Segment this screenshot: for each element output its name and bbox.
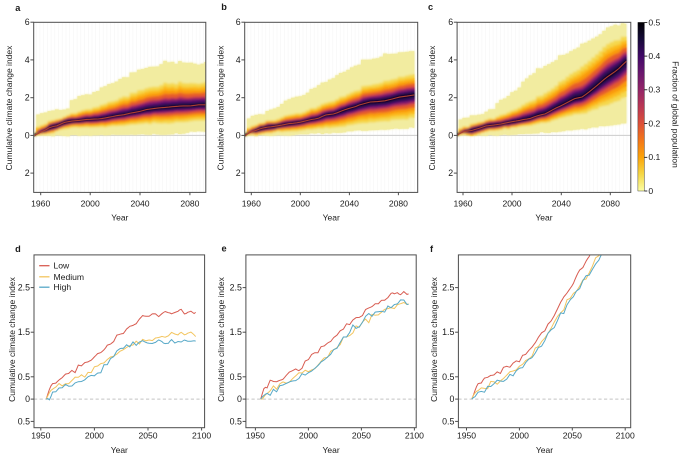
svg-text:2050: 2050 [563, 430, 582, 440]
svg-text:0.5: 0.5 [442, 372, 454, 382]
svg-text:0.5: 0.5 [230, 416, 242, 426]
svg-text:6: 6 [236, 17, 241, 27]
svg-text:1960: 1960 [453, 198, 472, 208]
svg-text:Cumulative climate change inde: Cumulative climate change index [4, 45, 14, 170]
svg-text:0: 0 [236, 130, 241, 140]
svg-text:2080: 2080 [180, 198, 199, 208]
svg-text:High: High [54, 282, 72, 292]
svg-text:0: 0 [25, 130, 30, 140]
svg-text:2100: 2100 [192, 430, 211, 440]
svg-text:2: 2 [448, 93, 453, 103]
svg-text:2000: 2000 [291, 198, 310, 208]
svg-text:2000: 2000 [85, 430, 104, 440]
svg-text:1950: 1950 [246, 430, 265, 440]
svg-text:0.5: 0.5 [18, 416, 30, 426]
svg-text:0.5: 0.5 [230, 372, 242, 382]
svg-text:2000: 2000 [299, 430, 318, 440]
svg-text:0: 0 [448, 130, 453, 140]
svg-text:Low: Low [54, 261, 71, 271]
svg-text:4: 4 [448, 55, 453, 65]
svg-text:c: c [428, 2, 433, 12]
svg-text:2000: 2000 [81, 198, 100, 208]
svg-text:2000: 2000 [502, 198, 521, 208]
svg-text:b: b [221, 2, 227, 12]
svg-text:6: 6 [25, 17, 30, 27]
svg-text:Year: Year [111, 212, 128, 222]
svg-text:Year: Year [536, 445, 553, 455]
svg-text:2: 2 [236, 168, 241, 178]
svg-text:Cumulative climate change inde: Cumulative climate change index [216, 45, 226, 170]
svg-text:2: 2 [25, 168, 30, 178]
svg-text:2: 2 [448, 168, 453, 178]
svg-text:6: 6 [448, 17, 453, 27]
svg-text:2: 2 [236, 93, 241, 103]
svg-text:0.2: 0.2 [648, 119, 660, 129]
svg-text:2: 2 [25, 93, 30, 103]
svg-text:2100: 2100 [405, 430, 424, 440]
svg-text:0.1: 0.1 [648, 152, 660, 162]
svg-text:1.5: 1.5 [230, 327, 242, 337]
svg-text:1950: 1950 [457, 430, 476, 440]
svg-text:1.5: 1.5 [442, 327, 454, 337]
svg-text:0.4: 0.4 [648, 51, 660, 61]
svg-text:Cumulative climate change inde: Cumulative climate change index [7, 276, 17, 401]
svg-text:2.5: 2.5 [18, 283, 30, 293]
svg-text:0.5: 0.5 [18, 372, 30, 382]
svg-text:2050: 2050 [138, 430, 157, 440]
svg-text:Year: Year [535, 212, 552, 222]
svg-text:Fraction of global population: Fraction of global population [670, 61, 680, 168]
svg-text:Cumulative climate change inde: Cumulative climate change index [427, 45, 437, 170]
svg-text:2.5: 2.5 [230, 283, 242, 293]
svg-text:2050: 2050 [352, 430, 371, 440]
svg-text:2100: 2100 [616, 430, 635, 440]
svg-text:2080: 2080 [389, 198, 408, 208]
svg-text:2080: 2080 [601, 198, 620, 208]
svg-text:4: 4 [25, 55, 30, 65]
svg-text:2040: 2040 [340, 198, 359, 208]
svg-text:Cumulative climate change inde: Cumulative climate change index [216, 276, 226, 401]
svg-text:1960: 1960 [31, 198, 50, 208]
svg-text:0.5: 0.5 [442, 416, 454, 426]
svg-text:e: e [221, 244, 226, 254]
svg-text:4: 4 [236, 55, 241, 65]
svg-text:Year: Year [323, 445, 340, 455]
svg-text:0: 0 [449, 394, 454, 404]
svg-text:a: a [15, 3, 21, 13]
svg-text:0: 0 [237, 394, 242, 404]
svg-text:2040: 2040 [130, 198, 149, 208]
svg-text:1950: 1950 [31, 430, 50, 440]
svg-text:2000: 2000 [510, 430, 529, 440]
svg-text:1.5: 1.5 [18, 327, 30, 337]
svg-text:Medium: Medium [54, 272, 85, 282]
svg-text:0.5: 0.5 [648, 17, 660, 27]
svg-text:1960: 1960 [242, 198, 261, 208]
svg-text:d: d [15, 244, 21, 254]
svg-text:Year: Year [323, 212, 340, 222]
svg-text:f: f [430, 244, 434, 254]
svg-text:Cumulative climate change inde: Cumulative climate change index [429, 276, 439, 401]
svg-text:0: 0 [25, 394, 30, 404]
svg-text:0: 0 [648, 186, 653, 196]
svg-text:2040: 2040 [552, 198, 571, 208]
svg-text:2.5: 2.5 [442, 283, 454, 293]
svg-text:0.3: 0.3 [648, 85, 660, 95]
svg-text:Year: Year [111, 445, 128, 455]
